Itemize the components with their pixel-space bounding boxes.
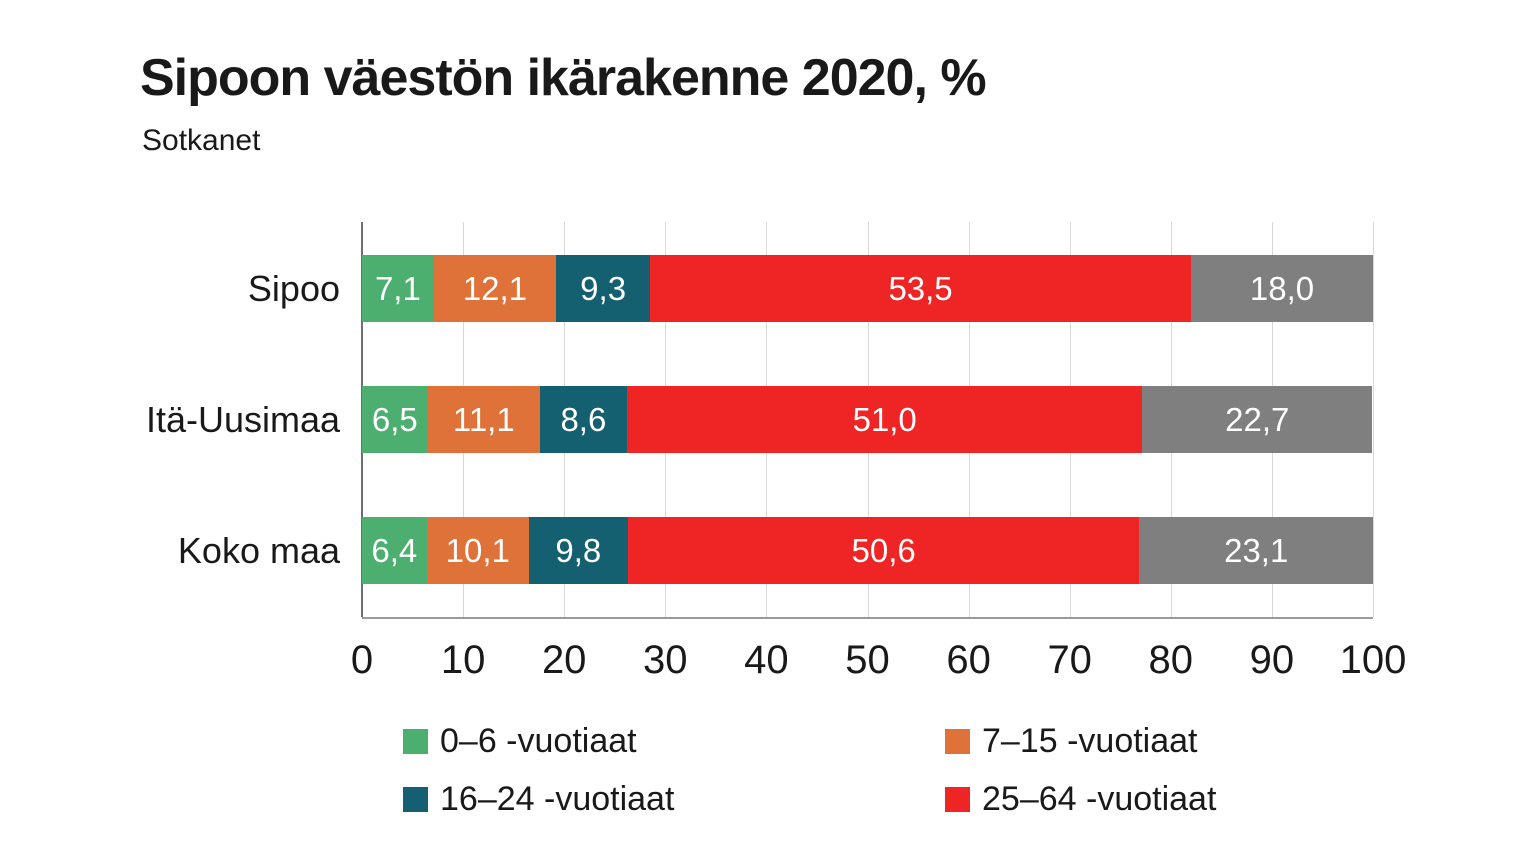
legend-item: 7–15 -vuotiaat — [945, 722, 1198, 761]
value-label: 18,0 — [1249, 269, 1315, 307]
value-label: 22,7 — [1225, 400, 1290, 438]
category-axis: Sipoo Itä-Uusimaa Koko maa — [0, 222, 340, 617]
x-tick-label: 20 — [541, 638, 587, 682]
legend-label: 7–15 -vuotiaat — [982, 722, 1198, 760]
value-label: 23,1 — [1224, 531, 1289, 569]
legend-label: 25–64 -vuotiaat — [982, 780, 1217, 818]
x-tick-label: 90 — [1249, 638, 1295, 682]
category-label: Sipoo — [247, 267, 340, 309]
category-label: Itä-Uusimaa — [145, 398, 340, 440]
legend-item: 16–24 -vuotiaat — [403, 780, 674, 819]
value-label: 53,5 — [888, 269, 953, 307]
value-label: 51,0 — [852, 400, 917, 438]
x-tick-label: 100 — [1339, 638, 1407, 682]
x-axis-ticks: 0 10 20 30 40 50 60 70 80 90 100 — [351, 638, 1407, 688]
value-label: 9,8 — [555, 531, 602, 569]
value-label: 9,3 — [580, 269, 627, 307]
x-tick-label: 80 — [1148, 638, 1194, 682]
value-label: 6,5 — [371, 400, 418, 438]
legend-swatch-icon — [945, 729, 970, 754]
chart-subtitle: Sotkanet — [142, 124, 261, 157]
x-tick-label: 0 — [350, 638, 374, 682]
bar-segment: 7,1 — [362, 255, 434, 322]
value-label: 8,6 — [560, 400, 607, 438]
value-label: 11,1 — [452, 400, 515, 438]
gridline — [1373, 222, 1374, 617]
bar-row: 6,5 11,1 8,6 51,0 22,7 — [362, 386, 1373, 453]
legend-label: 0–6 -vuotiaat — [440, 722, 637, 760]
bar-segment: 53,5 — [650, 255, 1191, 322]
legend-swatch-icon — [403, 787, 428, 812]
bar-segment: 11,1 — [427, 386, 540, 453]
plot-area: 7,1 12,1 9,3 53,5 18,0 6,5 11,1 8,6 51,0 22,7 6,4 1… — [361, 222, 1374, 619]
bar-segment: 51,0 — [626, 386, 1143, 453]
bar-row: 7,1 12,1 9,3 53,5 18,0 — [362, 255, 1373, 322]
x-tick-label: 50 — [845, 638, 890, 682]
bar-row: 6,4 10,1 9,8 50,6 23,1 — [362, 517, 1373, 584]
value-label: 50,6 — [851, 531, 916, 569]
bar-segment: 9,3 — [556, 255, 651, 322]
value-label: 10,1 — [445, 531, 510, 569]
bar-segment: 6,4 — [362, 517, 427, 584]
x-tick-label: 40 — [744, 638, 789, 682]
bar-segment: 6,5 — [362, 386, 428, 453]
legend-item: 25–64 -vuotiaat — [945, 780, 1216, 819]
x-tick-label: 30 — [643, 638, 688, 682]
bar-segment: 9,8 — [528, 517, 628, 584]
x-axis-line — [362, 617, 1373, 619]
value-label: 6,4 — [371, 531, 418, 569]
value-label: 12,1 — [462, 269, 528, 307]
legend-item: 0–6 -vuotiaat — [403, 722, 637, 761]
x-tick-label: 70 — [1047, 638, 1092, 682]
x-tick-label: 10 — [440, 638, 486, 682]
legend-swatch-icon — [403, 729, 428, 754]
bar-segment: 18,0 — [1191, 255, 1373, 322]
chart-title: Sipoon väestön ikärakenne 2020, % — [140, 49, 987, 107]
value-label: 7,1 — [374, 269, 421, 307]
bar-segment: 22,7 — [1142, 386, 1372, 453]
bar-segment: 10,1 — [426, 517, 529, 584]
category-label: Koko maa — [177, 529, 340, 571]
legend-label: 16–24 -vuotiaat — [440, 780, 675, 818]
bar-segment: 23,1 — [1139, 517, 1373, 584]
x-tick-label: 60 — [946, 638, 991, 682]
bar-segment: 50,6 — [627, 517, 1140, 584]
bar-segment: 12,1 — [433, 255, 557, 322]
bar-segment: 8,6 — [539, 386, 627, 453]
legend-swatch-icon — [945, 787, 970, 812]
